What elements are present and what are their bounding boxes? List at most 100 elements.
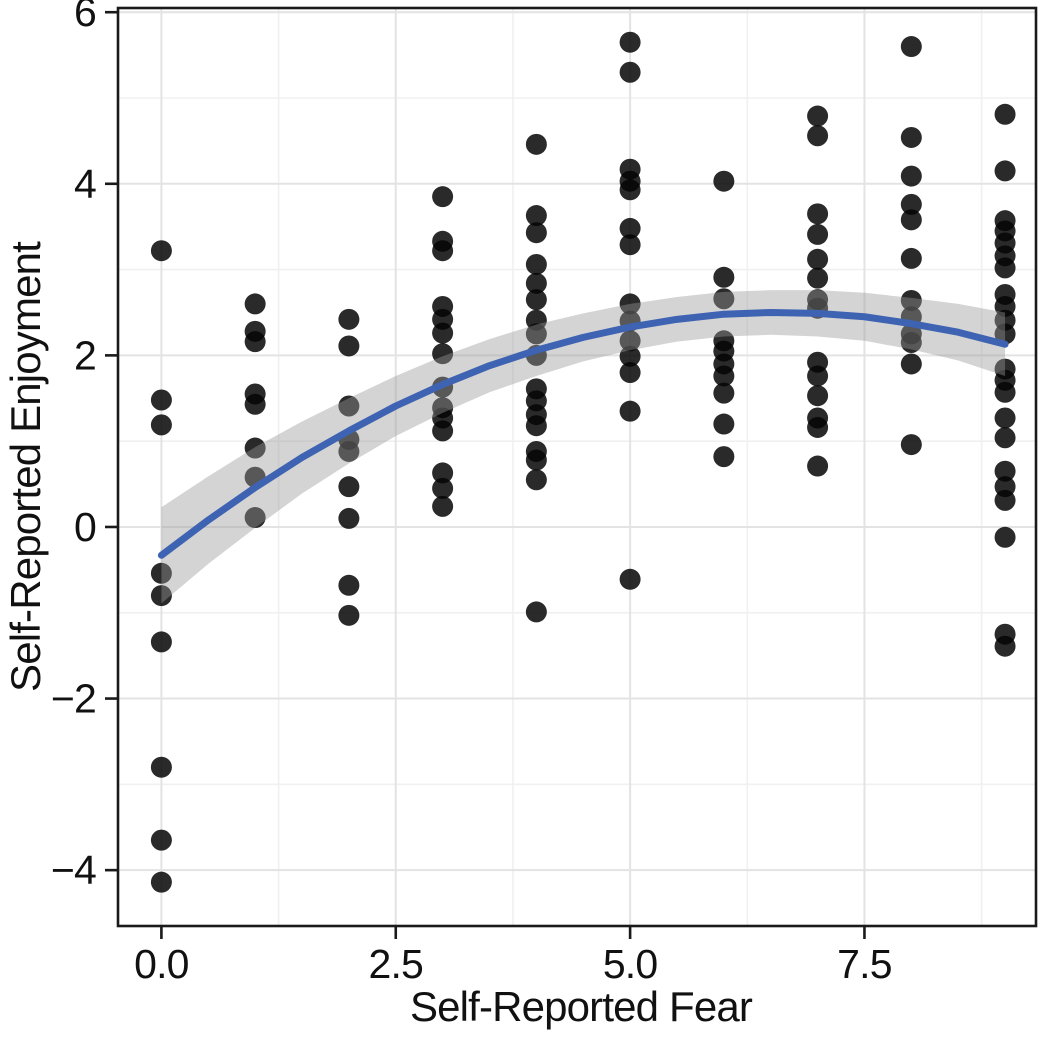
- data-point: [807, 267, 829, 289]
- data-point: [713, 446, 735, 468]
- data-point: [150, 829, 172, 851]
- data-point: [338, 507, 360, 529]
- data-point: [150, 414, 172, 436]
- data-point: [525, 469, 547, 491]
- data-point: [525, 205, 547, 227]
- data-point: [338, 308, 360, 330]
- data-point: [525, 601, 547, 623]
- data-point: [713, 170, 735, 192]
- data-point: [432, 420, 454, 442]
- data-point: [900, 353, 922, 375]
- data-point: [994, 427, 1016, 449]
- data-point: [807, 248, 829, 270]
- data-point: [713, 382, 735, 404]
- data-point: [338, 395, 360, 417]
- data-point: [244, 293, 266, 315]
- data-point: [338, 440, 360, 462]
- data-point: [994, 257, 1016, 279]
- data-point: [900, 332, 922, 354]
- data-point: [994, 407, 1016, 429]
- x-tick-label: 0.0: [134, 941, 189, 987]
- data-point: [150, 585, 172, 607]
- data-point: [807, 223, 829, 245]
- panel-background: [118, 8, 1036, 926]
- x-tick-label: 7.5: [837, 941, 892, 987]
- data-point: [713, 413, 735, 435]
- data-point: [338, 335, 360, 357]
- data-point: [525, 415, 547, 437]
- data-point: [432, 477, 454, 499]
- data-point: [338, 604, 360, 626]
- data-point: [807, 416, 829, 438]
- y-tick-label: 4: [74, 161, 96, 207]
- data-point: [994, 323, 1016, 345]
- data-point: [807, 365, 829, 387]
- data-point: [244, 393, 266, 415]
- data-point: [900, 193, 922, 215]
- data-point: [900, 36, 922, 58]
- data-point: [432, 322, 454, 344]
- plot-panel: [116, 6, 1038, 928]
- data-point: [619, 293, 641, 315]
- data-point: [432, 343, 454, 365]
- data-point: [525, 133, 547, 155]
- data-point: [994, 103, 1016, 125]
- data-point: [150, 756, 172, 778]
- data-point: [432, 240, 454, 262]
- data-point: [150, 389, 172, 411]
- x-tick-label: 2.5: [368, 941, 423, 987]
- y-tick-label: 0: [74, 504, 96, 550]
- data-point: [525, 272, 547, 294]
- data-point: [619, 400, 641, 422]
- data-point: [807, 455, 829, 477]
- y-tick-label: 6: [74, 0, 96, 35]
- data-point: [244, 437, 266, 459]
- data-point: [338, 574, 360, 596]
- data-point: [619, 31, 641, 53]
- ci-band: [161, 290, 1006, 604]
- y-tick-label: −4: [51, 847, 96, 893]
- data-point: [807, 385, 829, 407]
- data-point: [525, 323, 547, 345]
- data-point: [900, 126, 922, 148]
- data-point: [807, 203, 829, 225]
- data-point: [619, 345, 641, 367]
- data-point: [150, 562, 172, 584]
- data-point: [619, 179, 641, 201]
- data-point: [619, 568, 641, 590]
- y-axis-title: Self-Reported Enjoyment: [2, 241, 49, 692]
- data-point: [619, 330, 641, 352]
- data-point: [150, 240, 172, 262]
- panel-border: [116, 6, 1038, 928]
- data-point: [150, 631, 172, 653]
- data-point: [619, 61, 641, 83]
- data-point: [994, 489, 1016, 511]
- data-point: [900, 434, 922, 456]
- data-point: [525, 449, 547, 471]
- data-point: [525, 253, 547, 275]
- x-axis-title: Self-Reported Fear: [410, 983, 753, 1030]
- data-point: [713, 266, 735, 288]
- trend-line: [157, 308, 1009, 559]
- data-point: [713, 365, 735, 387]
- data-point: [900, 247, 922, 269]
- data-point: [994, 460, 1016, 482]
- data-point: [900, 209, 922, 231]
- data-point: [807, 125, 829, 147]
- data-point: [432, 186, 454, 208]
- y-tick-label: −2: [51, 676, 96, 722]
- data-point: [525, 222, 547, 244]
- data-point: [432, 495, 454, 517]
- data-point: [619, 217, 641, 239]
- data-point: [619, 234, 641, 256]
- x-tick-label: 5.0: [603, 941, 658, 987]
- data-point: [994, 635, 1016, 657]
- data-point: [994, 381, 1016, 403]
- data-point: [713, 288, 735, 310]
- axes-layer: 6 4 2 0 −2 −4 0.0 2.5 5.0 7.5: [51, 0, 893, 987]
- data-point: [900, 165, 922, 187]
- data-point: [525, 289, 547, 311]
- data-point: [432, 462, 454, 484]
